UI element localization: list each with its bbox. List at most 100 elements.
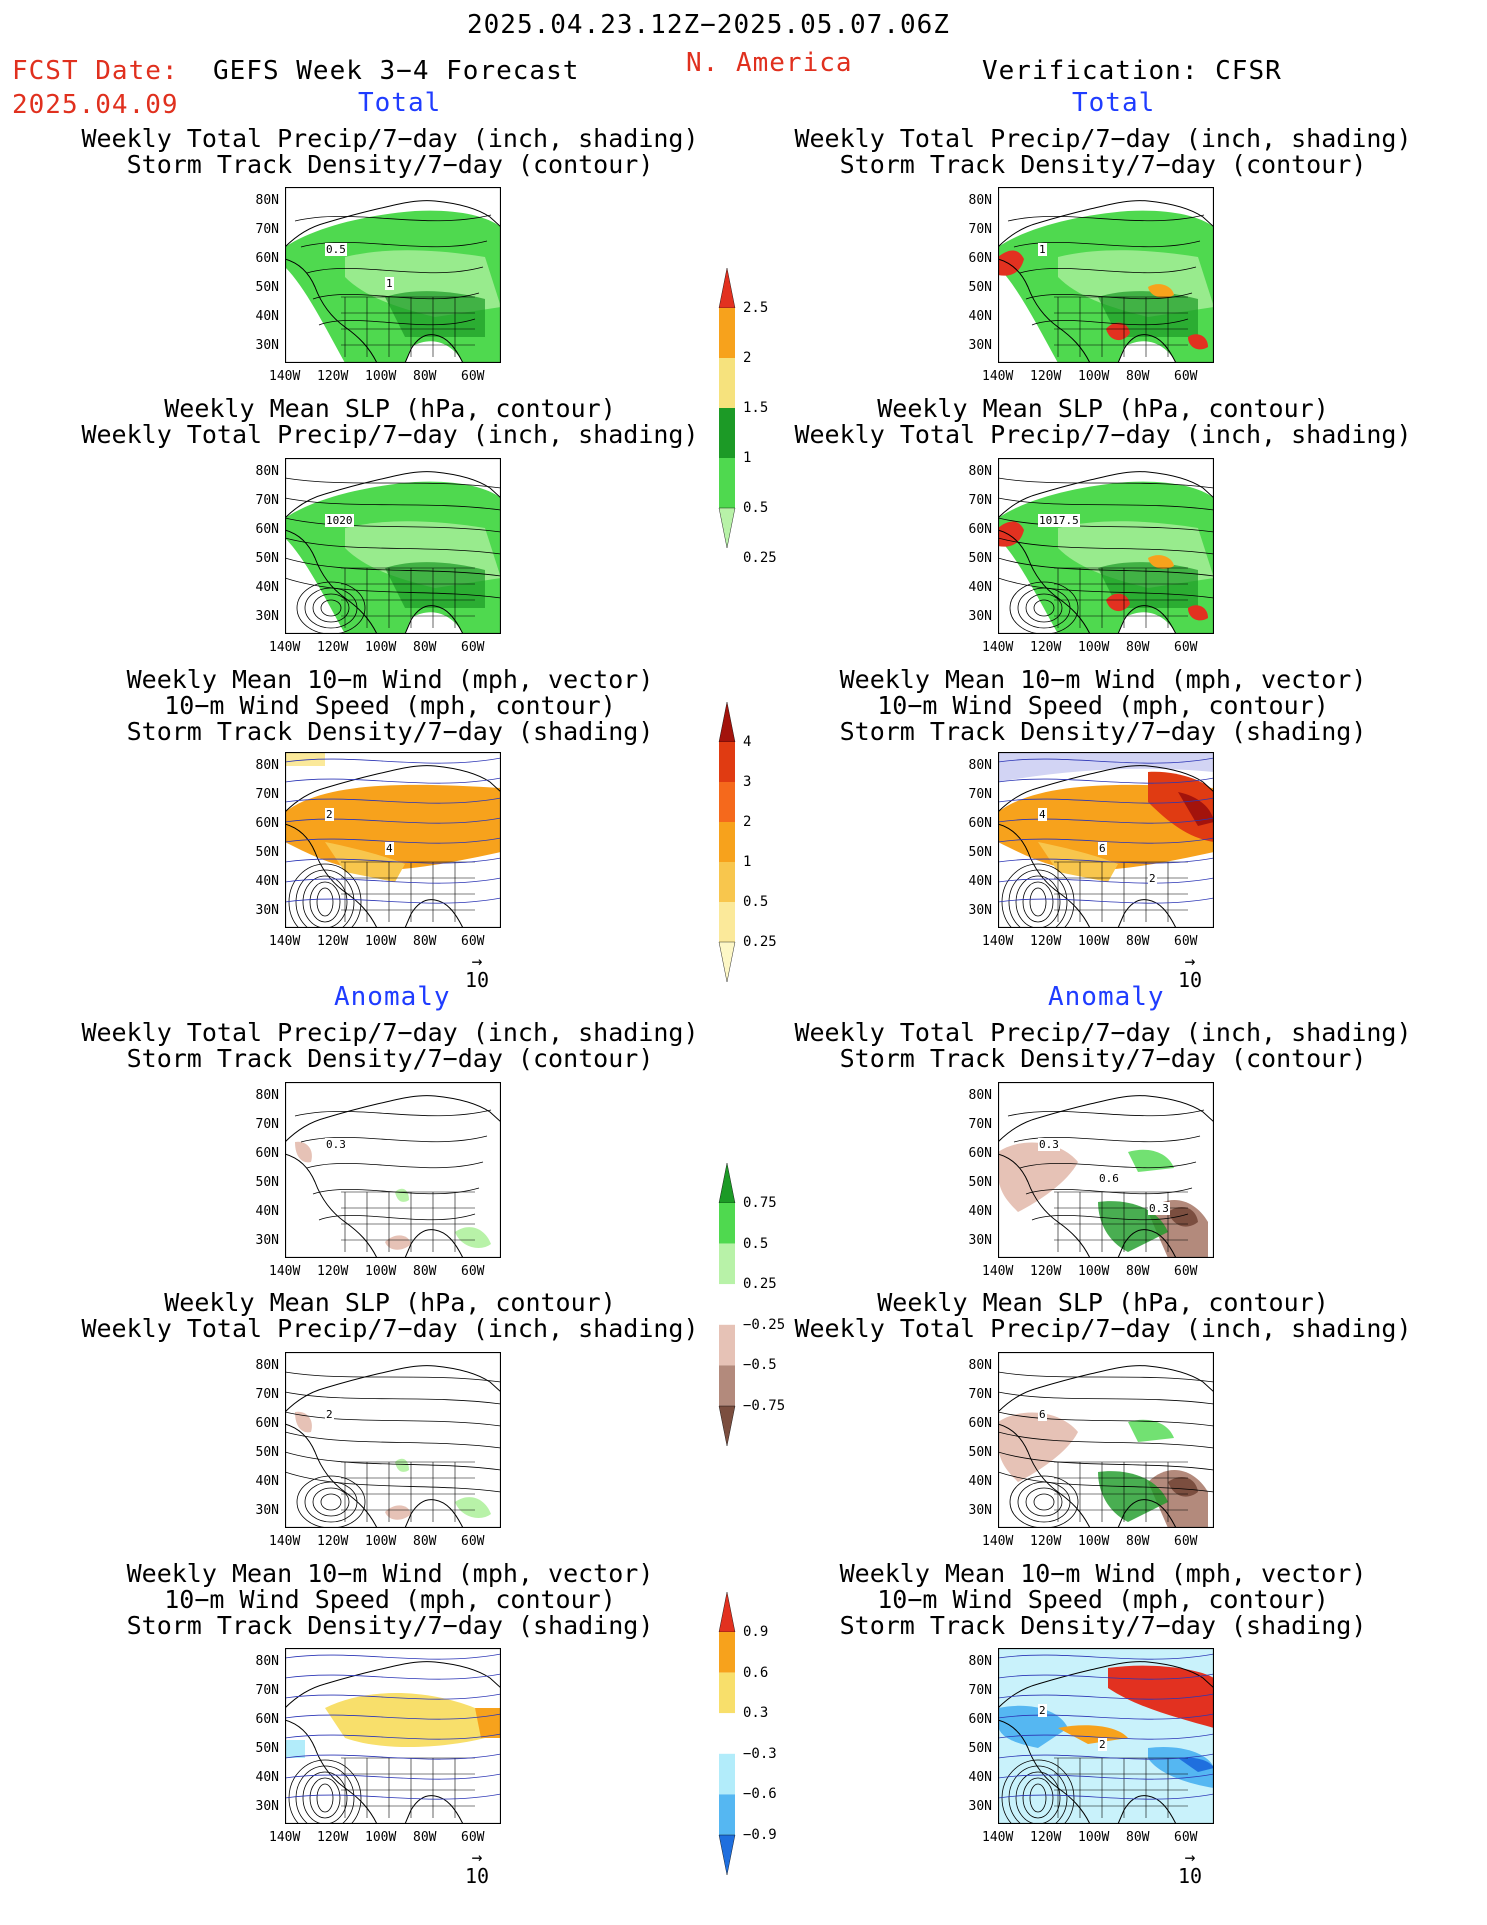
- map-ob-total-precip: [998, 187, 1214, 363]
- colorbar-swatch: [719, 1284, 735, 1325]
- title-line: Weekly Mean 10−m Wind (mph, vector): [839, 1559, 1367, 1588]
- lat-tick-label: 50N: [968, 280, 992, 295]
- lat-tick-label: 40N: [255, 874, 279, 889]
- section-total-verification: Total: [1072, 88, 1156, 118]
- lon-tick-label: 140W: [982, 1534, 1014, 1549]
- lon-tick-label: 100W: [365, 640, 397, 655]
- map-fc-anom-slp: [285, 1352, 501, 1528]
- colorbar-swatch: [719, 742, 735, 782]
- colorbar-swatch: [719, 1365, 735, 1406]
- lat-tick-label: 80N: [968, 1358, 992, 1373]
- lat-tick-label: 70N: [255, 1387, 279, 1402]
- colorbar-swatch: [719, 408, 735, 458]
- lon-tick-label: 100W: [365, 1534, 397, 1549]
- map-ob-total-slp: [998, 458, 1214, 634]
- lat-tick-label: 30N: [968, 1799, 992, 1814]
- lon-tick-label: 120W: [1030, 369, 1062, 384]
- lat-tick-label: 30N: [255, 1233, 279, 1248]
- colorbar-swatch: [718, 1163, 736, 1204]
- lat-tick-label: 40N: [255, 309, 279, 324]
- lon-tick-label: 100W: [1078, 1830, 1110, 1845]
- title-fc-total-wind: Weekly Mean 10−m Wind (mph, vector) 10−m…: [80, 667, 700, 745]
- map-canvas: [285, 1352, 501, 1528]
- map-canvas: [285, 1648, 501, 1824]
- contour-label: 1017.5: [1038, 514, 1080, 527]
- arrow-right-icon: →: [471, 1847, 483, 1868]
- region-title: N. America: [686, 48, 853, 78]
- title-ob-total-wind: Weekly Mean 10−m Wind (mph, vector) 10−m…: [793, 667, 1413, 745]
- reference-vector-value: 10: [465, 968, 490, 992]
- colorbar-label: 0.5: [743, 1235, 769, 1252]
- lon-tick-label: 100W: [365, 1264, 397, 1279]
- title-fc-anom-precip: Weekly Total Precip/7−day (inch, shading…: [80, 1020, 700, 1072]
- lon-tick-label: 120W: [317, 1534, 349, 1549]
- reference-vector-value: 10: [1178, 1864, 1203, 1888]
- colorbar-swatch: [718, 702, 736, 743]
- colorbar-swatch: [719, 1243, 735, 1285]
- lat-tick-label: 80N: [968, 1654, 992, 1669]
- lat-tick-label: 30N: [255, 1799, 279, 1814]
- colorbar-swatch: [719, 902, 735, 942]
- contour-label: 2: [1148, 872, 1157, 885]
- lat-tick-label: 50N: [255, 280, 279, 295]
- lat-tick-label: 30N: [255, 338, 279, 353]
- verification-title: Verification: CFSR: [982, 56, 1282, 86]
- title-ob-total-slp: Weekly Mean SLP (hPa, contour) Weekly To…: [793, 396, 1413, 448]
- colorbar-label: −0.25: [743, 1316, 786, 1333]
- colorbar-label: 0.5: [743, 500, 769, 516]
- lon-tick-label: 60W: [1174, 934, 1198, 949]
- lon-tick-label: 120W: [317, 934, 349, 949]
- lat-tick-label: 40N: [968, 874, 992, 889]
- colorbar-label: 0.3: [743, 1705, 769, 1722]
- lon-tick-label: 140W: [982, 640, 1014, 655]
- lon-tick-label: 80W: [413, 640, 437, 655]
- contour-label: 4: [1038, 808, 1047, 821]
- lon-tick-label: 140W: [269, 369, 301, 384]
- colorbar-swatch: [719, 1324, 735, 1366]
- colorbar-canvas: [718, 268, 736, 548]
- title-line: Weekly Total Precip/7−day (inch, shading…: [794, 1018, 1412, 1047]
- lat-tick-label: 30N: [968, 609, 992, 624]
- lat-tick-label: 30N: [968, 903, 992, 918]
- lat-tick-label: 70N: [968, 493, 992, 508]
- lat-tick-label: 60N: [968, 251, 992, 266]
- contour-label: 1: [385, 277, 394, 290]
- colorbar-label: 0.25: [743, 550, 777, 566]
- colorbar-label: −0.3: [743, 1745, 777, 1762]
- lat-tick-label: 70N: [255, 222, 279, 237]
- lon-tick-label: 140W: [269, 934, 301, 949]
- colorbar-label: −0.5: [743, 1357, 777, 1374]
- lon-tick-label: 60W: [461, 369, 485, 384]
- lon-tick-label: 120W: [1030, 1830, 1062, 1845]
- colorbar-canvas: [718, 702, 736, 982]
- colorbar-label: 4: [743, 734, 752, 750]
- lon-tick-label: 80W: [413, 369, 437, 384]
- title-line: Storm Track Density/7−day (shading): [126, 717, 654, 746]
- lat-tick-label: 50N: [968, 1741, 992, 1756]
- contour-label: 1: [1038, 243, 1047, 256]
- lat-tick-label: 40N: [255, 580, 279, 595]
- lat-tick-label: 60N: [255, 1146, 279, 1161]
- title-line: Weekly Mean SLP (hPa, contour): [164, 394, 616, 423]
- section-anomaly-forecast: Anomaly: [334, 982, 451, 1012]
- lat-tick-label: 80N: [968, 193, 992, 208]
- lat-tick-label: 60N: [968, 1416, 992, 1431]
- lat-tick-label: 50N: [255, 1175, 279, 1190]
- lon-tick-label: 80W: [1126, 369, 1150, 384]
- lat-tick-label: 40N: [255, 1204, 279, 1219]
- lat-tick-label: 50N: [255, 1741, 279, 1756]
- colorbar-label: 2: [743, 350, 752, 366]
- map-ob-anom-wind: [998, 1648, 1214, 1824]
- lon-tick-label: 140W: [982, 1830, 1014, 1845]
- map-canvas: [285, 187, 501, 363]
- lat-tick-label: 80N: [255, 758, 279, 773]
- map-canvas: [285, 458, 501, 634]
- lat-tick-label: 60N: [255, 251, 279, 266]
- map-canvas: [998, 1648, 1214, 1824]
- lat-tick-label: 40N: [968, 309, 992, 324]
- lat-tick-label: 80N: [255, 1654, 279, 1669]
- lat-tick-label: 50N: [968, 845, 992, 860]
- title-line: 10−m Wind Speed (mph, contour): [164, 1585, 616, 1614]
- lat-tick-label: 40N: [255, 1474, 279, 1489]
- lon-tick-label: 80W: [413, 934, 437, 949]
